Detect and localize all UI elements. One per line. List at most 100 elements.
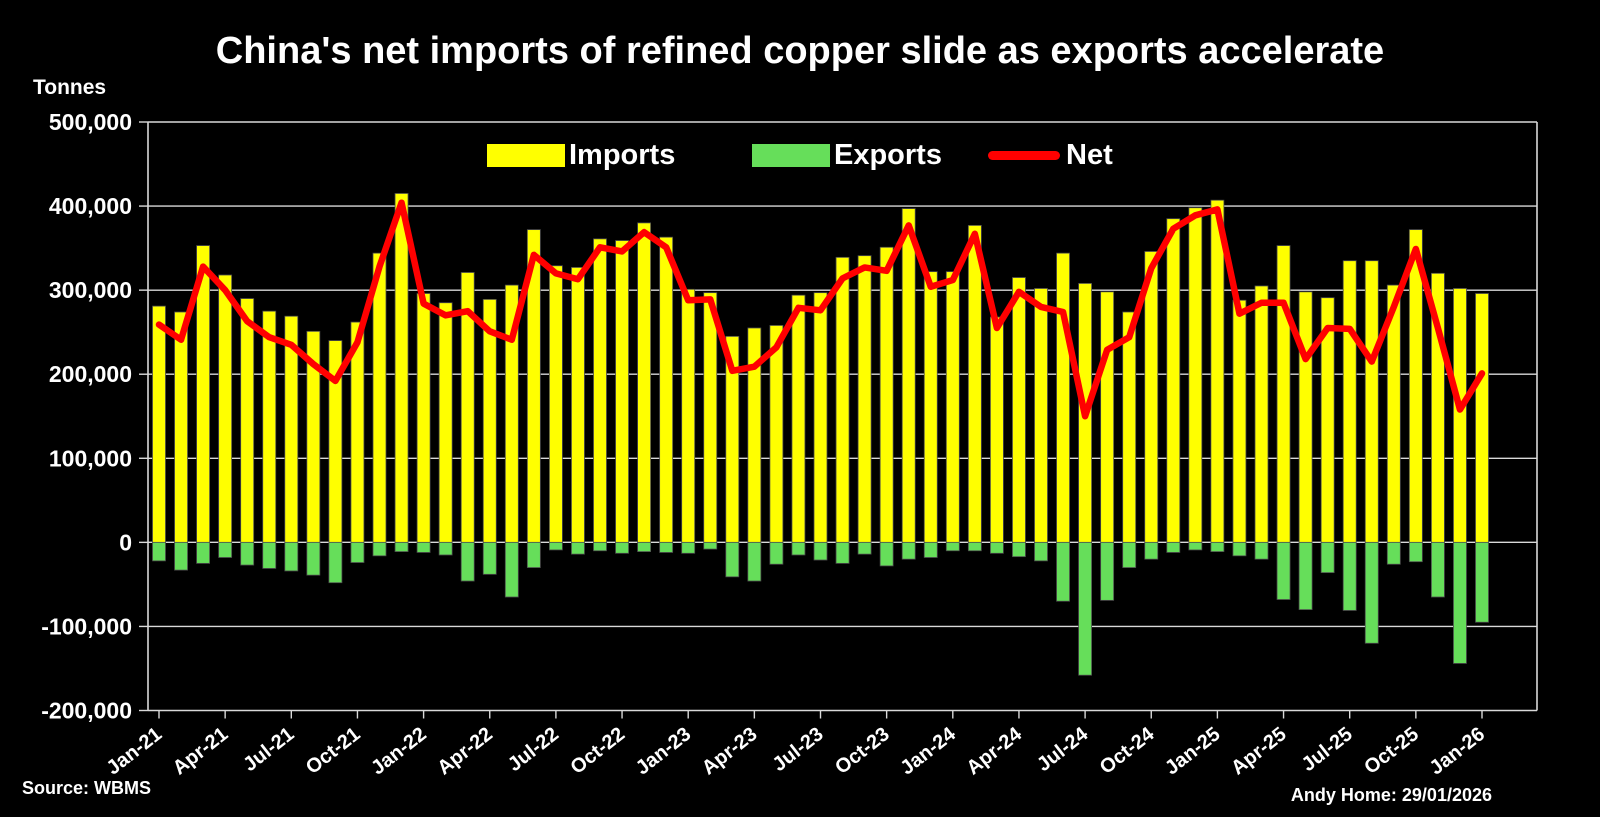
exports-bar	[923, 541, 938, 558]
legend-item-imports: Imports	[487, 138, 675, 172]
x-axis-tick-label: Jul-25	[1298, 723, 1357, 776]
imports-bar	[1364, 260, 1379, 543]
imports-bar	[394, 193, 409, 543]
imports-bar	[1100, 291, 1115, 543]
exports-bar	[1034, 541, 1048, 562]
x-axis-tick-label: Oct-24	[1096, 723, 1159, 779]
exports-bar	[350, 541, 365, 563]
exports-bar	[1056, 541, 1070, 602]
exports-bar	[681, 541, 696, 554]
x-axis-tick-label: Oct-21	[302, 723, 365, 779]
imports-bar	[1056, 252, 1070, 543]
exports-bar	[196, 541, 211, 564]
exports-bar	[571, 541, 585, 555]
imports-bar	[791, 294, 806, 543]
exports-bar	[416, 541, 431, 553]
exports-bar	[813, 541, 828, 561]
exports-bar	[593, 541, 607, 552]
exports-bar	[725, 541, 740, 578]
exports-bar	[857, 541, 872, 555]
imports-bar	[967, 225, 982, 543]
exports-bar	[549, 541, 563, 551]
exports-bar	[504, 541, 519, 598]
y-axis-tick-label: 400,000	[49, 193, 132, 219]
exports-bar	[1012, 541, 1026, 558]
exports-bar	[747, 541, 762, 582]
exports-bar	[1475, 541, 1489, 623]
exports-bar	[1342, 541, 1357, 611]
imports-bar	[1034, 288, 1048, 543]
y-axis-tick-label: -200,000	[41, 698, 132, 724]
exports-bar	[1364, 541, 1379, 644]
exports-bar	[637, 541, 651, 553]
exports-bar	[769, 541, 784, 565]
exports-bar	[482, 541, 497, 575]
imports-bar	[571, 267, 585, 543]
exports-bar	[1320, 541, 1335, 574]
x-axis-tick-label: Apr-24	[963, 723, 1027, 780]
exports-bar	[526, 541, 541, 568]
imports-bar	[1144, 251, 1159, 543]
exports-bar	[1122, 541, 1137, 568]
exports-bar	[306, 541, 321, 576]
imports-bar	[1232, 299, 1247, 543]
imports-bar	[769, 325, 784, 543]
imports-bar	[174, 311, 188, 543]
imports-bar	[593, 238, 607, 543]
imports-bar	[990, 316, 1004, 543]
exports-bar	[835, 541, 850, 564]
x-axis-tick-label: Jul-24	[1033, 723, 1093, 776]
exports-bar	[240, 541, 255, 566]
exports-bar	[1100, 541, 1115, 601]
imports-bar	[1166, 218, 1181, 543]
imports-bar	[637, 222, 651, 543]
x-axis-tick-label: Oct-22	[567, 723, 630, 779]
imports-bar	[857, 255, 872, 543]
exports-bar	[1453, 541, 1467, 664]
legend-net-label: Net	[1066, 138, 1113, 171]
x-axis-tick-label: Apr-21	[169, 723, 232, 779]
imports-bar	[1342, 260, 1357, 543]
exports-bar	[262, 541, 277, 569]
y-axis-tick-label: 200,000	[49, 361, 132, 387]
y-axis-tick-label: 500,000	[49, 109, 132, 135]
exports-bar	[1144, 541, 1159, 560]
legend-imports-label: Imports	[569, 138, 676, 171]
x-axis-tick-label: Apr-25	[1227, 723, 1290, 779]
x-axis-tick-label: Apr-22	[433, 723, 496, 779]
imports-bar	[879, 246, 894, 543]
imports-bar	[549, 265, 563, 543]
exports-bar	[394, 541, 409, 553]
imports-bar	[1254, 285, 1269, 543]
exports-bar	[1431, 541, 1445, 598]
exports-bar	[174, 541, 188, 571]
exports-bar	[901, 541, 916, 560]
exports-bar	[703, 541, 718, 550]
x-axis-tick-label: Jan-24	[896, 723, 960, 780]
exports-bar	[615, 541, 629, 554]
x-axis-tick-label: Jul-21	[239, 723, 298, 776]
imports-bar	[1210, 199, 1225, 543]
exports-bar	[945, 541, 960, 552]
exports-bar	[1188, 541, 1203, 551]
imports-bar	[1122, 311, 1137, 543]
imports-bar	[152, 305, 166, 543]
imports-bar	[416, 293, 431, 543]
y-axis-tick-label: 100,000	[49, 445, 132, 471]
imports-bar	[901, 208, 916, 543]
imports-bar	[923, 271, 938, 543]
exports-bar	[328, 541, 343, 584]
imports-bar	[1475, 293, 1489, 543]
exports-bar	[1298, 541, 1313, 611]
exports-bar	[152, 541, 166, 562]
author-attribution: Andy Home: 29/01/2026	[1290, 785, 1492, 805]
imports-bar	[1276, 245, 1291, 543]
legend-exports-label: Exports	[834, 138, 942, 171]
y-axis-tick-label: -100,000	[41, 613, 132, 639]
imports-bar	[835, 256, 850, 543]
chart-title: China's net imports of refined copper sl…	[215, 30, 1385, 72]
x-axis-tick-label: Jan-22	[367, 723, 430, 779]
x-axis-tick-label: Jul-23	[768, 723, 827, 776]
